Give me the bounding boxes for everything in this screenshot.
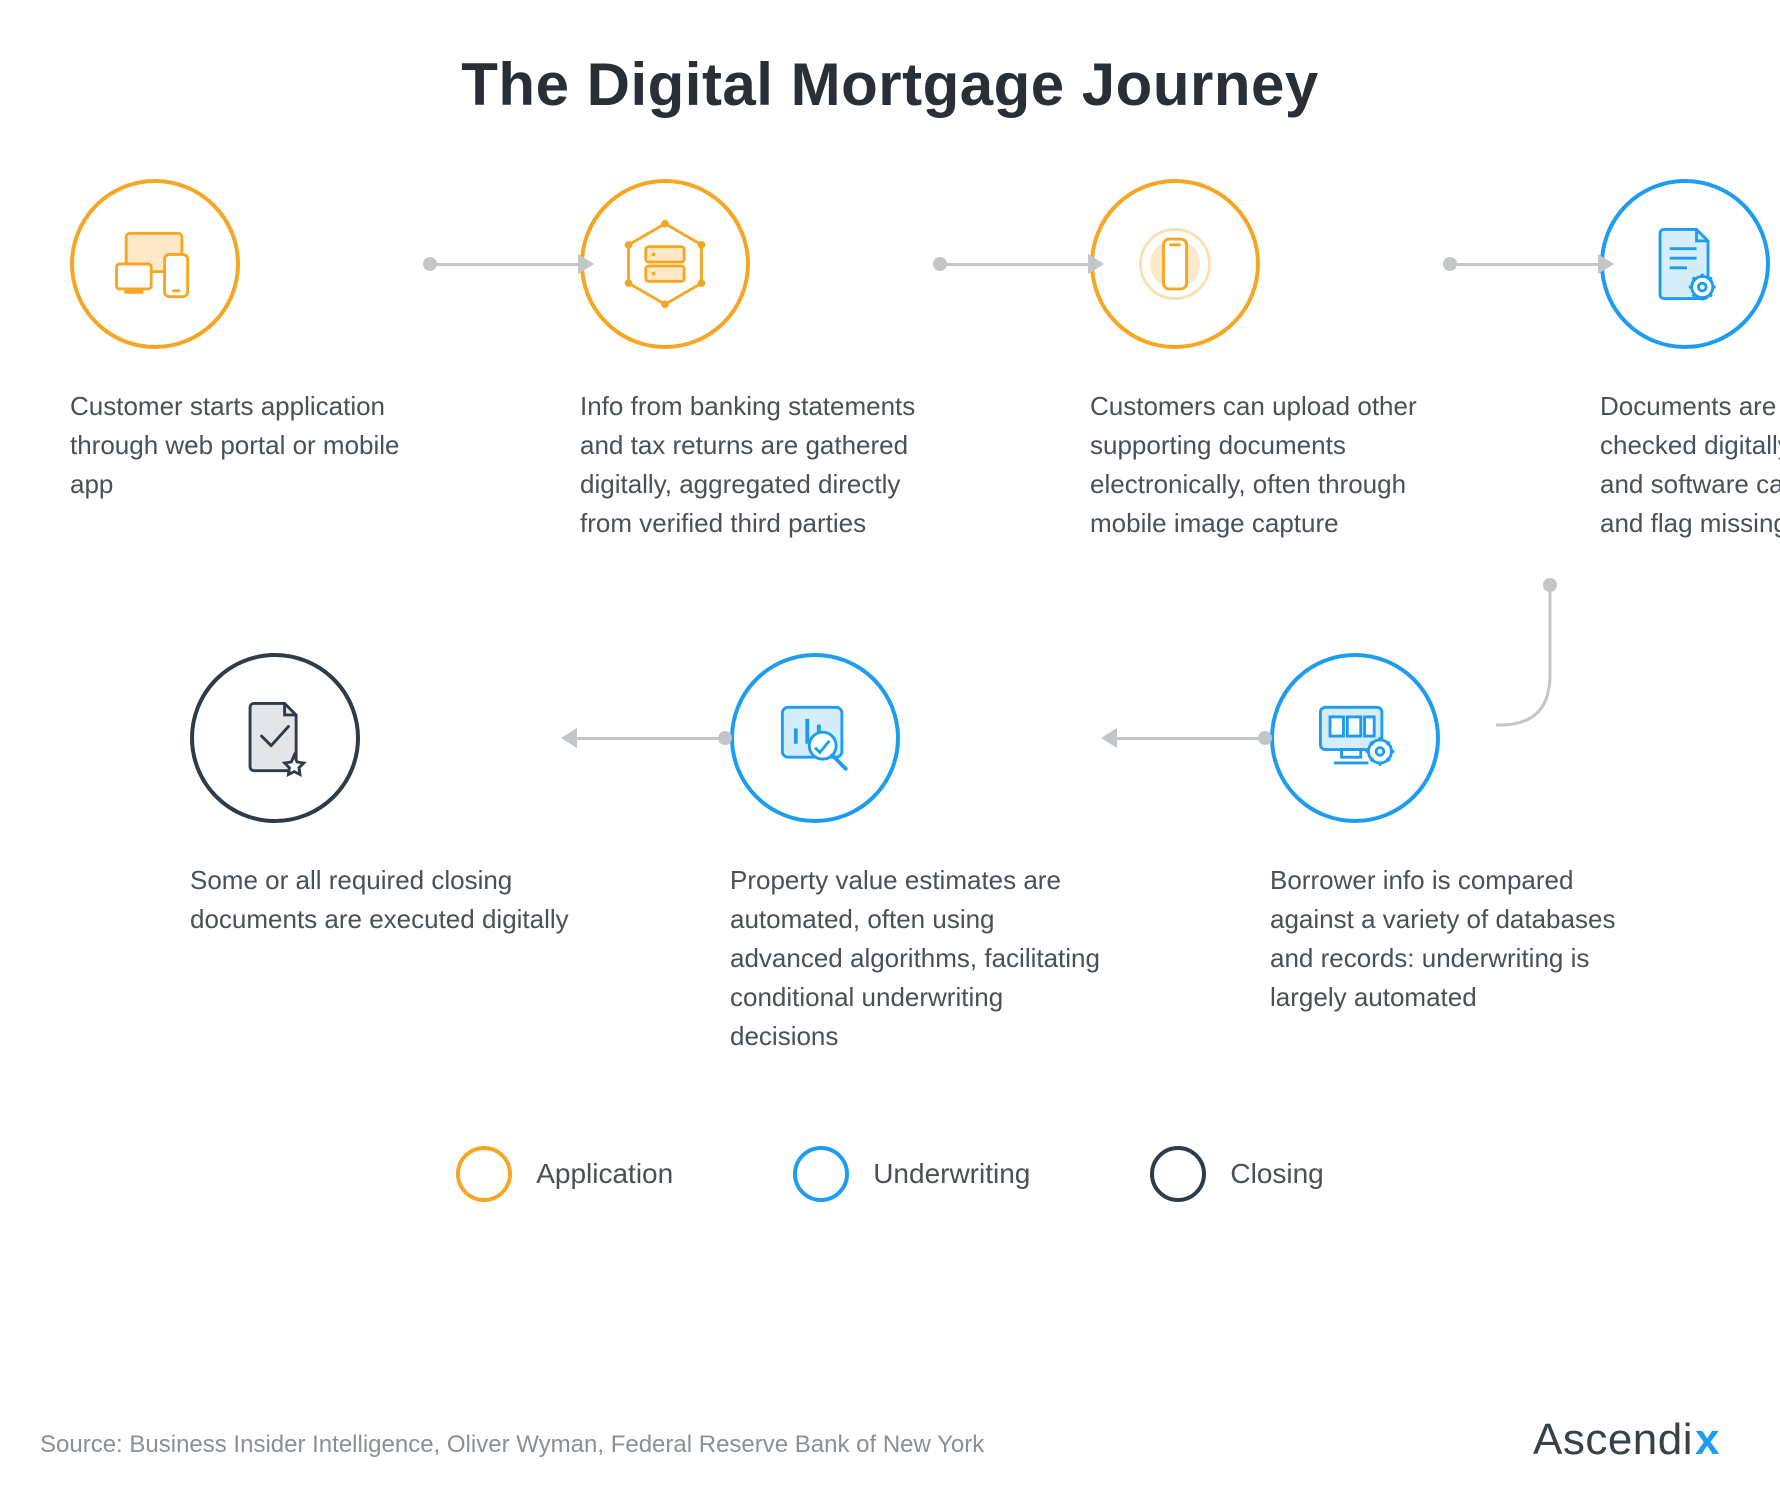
flow-row-1: Customer starts application through web …	[70, 179, 1710, 543]
screen-gear-icon	[1307, 690, 1403, 786]
flow-arrow	[1110, 653, 1270, 823]
source-text: Source: Business Insider Intelligence, O…	[40, 1431, 984, 1459]
flow-arrow	[430, 179, 580, 349]
document-gear-icon	[1637, 216, 1733, 312]
flow-step: Borrower info is compared against a vari…	[1270, 653, 1650, 1017]
legend-swatch	[793, 1146, 849, 1202]
legend-swatch	[456, 1146, 512, 1202]
step-circle	[1090, 179, 1260, 349]
flow-step: Customer starts application through web …	[70, 179, 430, 504]
network-server-icon	[617, 216, 713, 312]
legend-label: Underwriting	[873, 1158, 1030, 1190]
flow-step: Customers can upload other supporting do…	[1090, 179, 1450, 543]
step-circle	[580, 179, 750, 349]
step-text: Borrower info is compared against a vari…	[1270, 861, 1650, 1017]
legend-swatch	[1150, 1146, 1206, 1202]
legend-item-closing: Closing	[1150, 1146, 1323, 1202]
flow-step: Property value estimates are automated, …	[730, 653, 1110, 1056]
step-circle	[1270, 653, 1440, 823]
flow-arrow	[940, 179, 1090, 349]
legend-label: Closing	[1230, 1158, 1323, 1190]
step-text: Customers can upload other supporting do…	[1090, 387, 1450, 543]
legend-item-underwriting: Underwriting	[793, 1146, 1030, 1202]
brand-logo: Ascendix	[1533, 1415, 1720, 1465]
brand-accent: x	[1695, 1415, 1720, 1465]
flow-step: Some or all required closing documents a…	[190, 653, 570, 939]
devices-icon	[107, 216, 203, 312]
step-text: Info from banking statements and tax ret…	[580, 387, 940, 543]
step-circle	[70, 179, 240, 349]
flow-arrow	[1450, 179, 1600, 349]
legend-label: Application	[536, 1158, 673, 1190]
legend-item-application: Application	[456, 1146, 673, 1202]
step-text: Some or all required closing documents a…	[190, 861, 570, 939]
step-text: Property value estimates are automated, …	[730, 861, 1110, 1056]
step-circle	[190, 653, 360, 823]
legend: Application Underwriting Closing	[70, 1146, 1710, 1202]
flow-row-2: Some or all required closing documents a…	[70, 653, 1710, 1056]
flow-arrow	[570, 653, 730, 823]
upload-phone-icon	[1127, 216, 1223, 312]
brand-name: Ascendi	[1533, 1415, 1693, 1465]
step-circle	[1600, 179, 1770, 349]
step-text: Customer starts application through web …	[70, 387, 430, 504]
flow-step: Info from banking statements and tax ret…	[580, 179, 940, 543]
flow-step: Documents are managed and checked digita…	[1600, 179, 1780, 543]
step-text: Documents are managed and checked digita…	[1600, 387, 1780, 543]
page-title: The Digital Mortgage Journey	[70, 50, 1710, 119]
step-circle	[730, 653, 900, 823]
file-check-star-icon	[227, 690, 323, 786]
analytics-icon	[767, 690, 863, 786]
